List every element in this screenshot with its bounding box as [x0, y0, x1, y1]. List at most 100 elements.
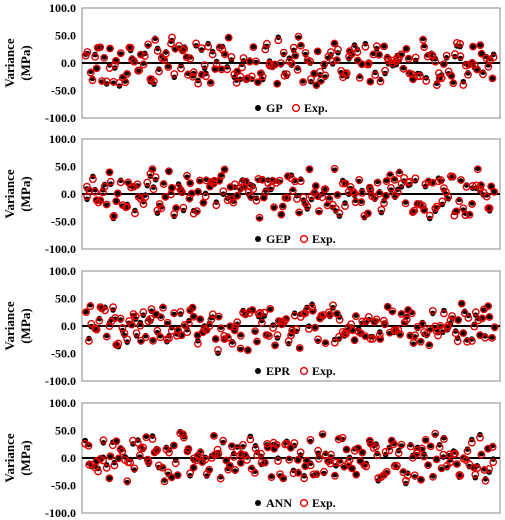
data-point-exp: [312, 470, 321, 479]
data-point-exp: [207, 315, 216, 324]
data-point-exp: [478, 314, 487, 323]
y-axis-label: Variance: [2, 301, 17, 351]
data-point-model: [107, 454, 114, 460]
data-point-exp: [250, 468, 259, 477]
data-point-exp: [457, 176, 465, 184]
y-tick-label: -50.0: [51, 347, 76, 361]
data-point-exp: [314, 446, 322, 455]
data-point-exp: [123, 202, 132, 211]
data-point-exp: [236, 344, 245, 353]
data-point-exp: [164, 167, 173, 176]
data-point-exp: [342, 69, 351, 78]
data-point-exp: [305, 165, 314, 174]
data-point-model: [115, 190, 121, 197]
data-point-exp: [452, 39, 461, 47]
data-point-exp: [428, 51, 437, 60]
data-point-exp: [476, 181, 485, 190]
data-point-exp: [151, 173, 160, 182]
data-point-exp: [227, 53, 236, 61]
data-point-exp: [482, 54, 491, 63]
data-point-exp: [153, 47, 162, 55]
data-point-model: [194, 332, 201, 339]
data-point-exp: [296, 41, 305, 50]
legend: EPR Exp.: [250, 362, 366, 379]
data-point-exp: [257, 458, 266, 467]
data-point-exp: [116, 49, 125, 58]
data-point-exp: [479, 70, 487, 79]
data-point-exp: [130, 57, 139, 66]
data-point-model: [291, 310, 298, 317]
data-point-exp: [447, 71, 456, 80]
data-point-exp: [160, 477, 169, 486]
data-point-model: [280, 203, 286, 209]
data-point-exp: [330, 471, 339, 480]
data-point-exp: [112, 56, 120, 65]
data-point-exp: [202, 176, 211, 185]
data-point-exp: [126, 458, 135, 467]
data-point-exp: [243, 74, 252, 83]
data-point-exp: [326, 459, 335, 468]
data-point-exp: [91, 324, 100, 333]
data-point-exp: [332, 56, 341, 65]
data-point-model: [171, 213, 177, 220]
data-point-exp: [249, 43, 258, 51]
legend-marker-model: [255, 105, 261, 111]
data-point-model: [303, 457, 310, 463]
data-point-exp: [186, 179, 195, 188]
data-point-exp: [217, 324, 225, 333]
data-point-exp: [453, 460, 461, 468]
y-tick-label: 100.0: [49, 1, 76, 15]
data-point-model: [238, 460, 244, 466]
data-point-exp: [401, 199, 410, 208]
data-point-exp: [318, 430, 327, 439]
data-point-exp: [139, 443, 148, 452]
data-point-exp: [423, 52, 432, 61]
chart-panel-2: 100.0 50.0 0.0 -50.0 -100.0 Variance (MPa) GEP E…: [2, 132, 501, 256]
data-point-exp: [321, 185, 330, 194]
data-point-exp: [424, 461, 432, 469]
data-point-model: [421, 451, 427, 457]
data-point-exp: [135, 451, 144, 460]
data-point-exp: [445, 450, 454, 459]
data-point-exp: [96, 196, 105, 205]
data-point-model: [455, 317, 462, 323]
data-point-model: [311, 190, 318, 196]
data-point-exp: [94, 467, 103, 476]
data-point-exp: [364, 59, 373, 68]
data-point-model: [422, 437, 429, 444]
data-point-exp: [439, 309, 448, 318]
data-point-exp: [429, 472, 437, 481]
data-point-exp: [186, 469, 195, 478]
data-point-model: [312, 324, 318, 330]
data-point-exp: [373, 178, 382, 187]
data-point-exp: [320, 60, 328, 69]
data-point-exp: [397, 440, 406, 449]
data-point-exp: [213, 445, 222, 454]
data-point-exp: [431, 204, 440, 213]
data-point-exp: [381, 447, 390, 456]
data-point-model: [422, 183, 429, 190]
data-point-exp: [416, 72, 424, 81]
data-point-exp: [313, 47, 322, 56]
data-point-exp: [168, 33, 176, 42]
data-point-exp: [353, 56, 362, 65]
data-point-model: [107, 46, 113, 52]
data-point-exp: [283, 194, 292, 202]
data-point-exp: [102, 463, 111, 472]
data-point-exp: [438, 325, 447, 334]
data-point-exp: [410, 206, 419, 215]
data-point-exp: [118, 447, 127, 456]
data-point-exp: [184, 319, 193, 328]
data-point-exp: [358, 448, 367, 457]
data-point-exp: [459, 81, 468, 89]
data-point-exp: [383, 302, 392, 311]
data-point-exp: [140, 52, 149, 60]
data-point-exp: [262, 39, 271, 48]
legend-label-exp: Exp.: [312, 232, 336, 246]
data-point-exp: [456, 39, 464, 48]
data-point-exp: [285, 57, 294, 66]
data-point-exp: [249, 185, 258, 194]
data-point-exp: [341, 202, 349, 211]
data-point-exp: [480, 466, 489, 474]
data-point-exp: [296, 177, 305, 186]
